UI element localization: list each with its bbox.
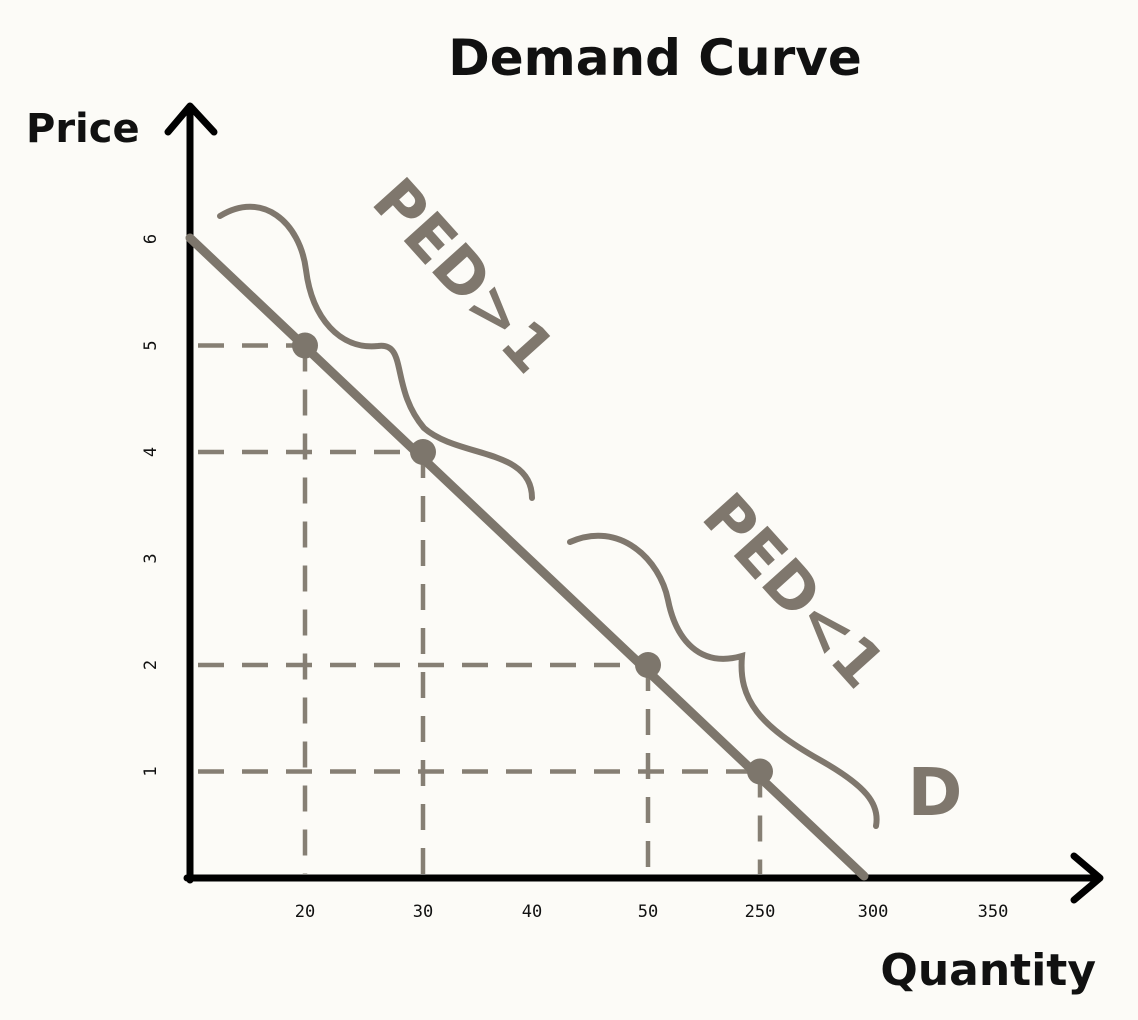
x-tick-label: 50 <box>638 902 658 922</box>
x-tick-label: 30 <box>413 902 433 922</box>
y-axis-label: Price <box>26 106 140 152</box>
y-tick-labels: 1 2 3 4 5 6 <box>141 234 161 777</box>
annotation-elastic: PED>1 <box>358 164 569 387</box>
y-tick-label: 1 <box>141 766 161 776</box>
data-point <box>410 439 436 465</box>
data-point <box>635 652 661 678</box>
x-tick-label: 300 <box>858 902 889 922</box>
data-points <box>292 332 773 785</box>
x-axis-label: Quantity <box>880 945 1096 996</box>
data-point <box>292 332 318 359</box>
y-tick-label: 3 <box>141 553 161 563</box>
series-label-d: D <box>908 754 963 831</box>
x-tick-label: 250 <box>745 902 776 922</box>
y-tick-label: 4 <box>141 447 161 457</box>
elastic-brace <box>217 203 535 501</box>
x-tick-label: 20 <box>295 902 315 922</box>
x-axis-arrow <box>1070 852 1104 904</box>
annotation-inelastic: PED<1 <box>688 479 899 702</box>
y-tick-label: 5 <box>141 340 161 350</box>
chart-title: Demand Curve <box>448 29 862 87</box>
y-axis-arrow <box>164 102 218 136</box>
data-point <box>747 758 773 785</box>
inelastic-brace <box>567 532 880 829</box>
x-tick-label: 350 <box>978 902 1009 922</box>
dashed-guide-lines <box>198 343 763 874</box>
x-tick-label: 40 <box>522 902 542 922</box>
x-tick-labels: 20 30 40 50 250 300 350 <box>295 902 1009 922</box>
y-tick-label: 6 <box>141 234 161 244</box>
y-tick-label: 2 <box>141 660 161 670</box>
